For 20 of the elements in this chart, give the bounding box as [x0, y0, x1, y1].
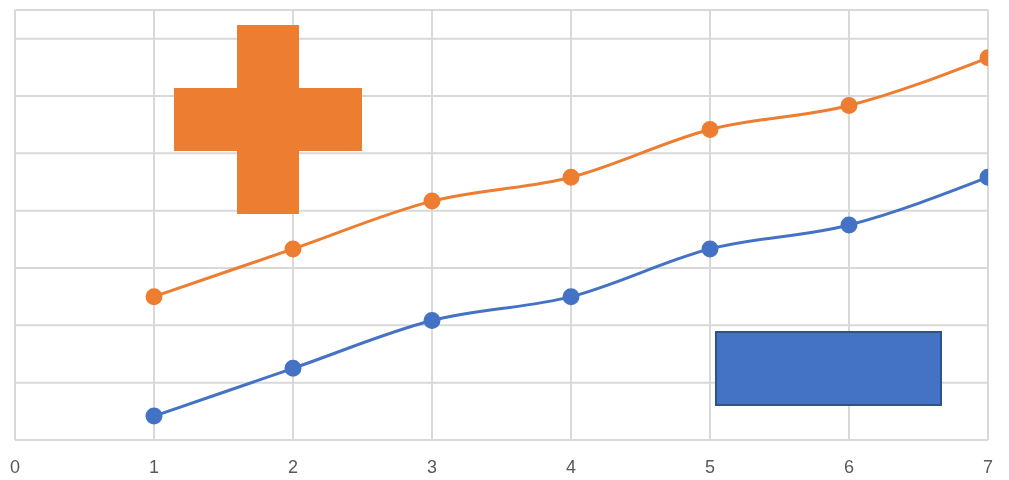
x-tick-label: 4 — [565, 456, 577, 477]
x-tick-label: 6 — [843, 456, 855, 477]
x-tick-label: 7 — [982, 456, 994, 477]
point — [562, 288, 580, 306]
x-tick-label: 0 — [9, 456, 21, 477]
point — [423, 312, 441, 330]
x-tick-label: 3 — [426, 456, 438, 477]
x-tick-label: 2 — [287, 456, 299, 477]
point — [423, 192, 441, 210]
point — [840, 216, 858, 234]
point — [284, 240, 302, 258]
point — [284, 359, 302, 377]
point — [701, 240, 719, 258]
point — [840, 97, 858, 115]
point — [701, 120, 719, 138]
point — [145, 288, 163, 306]
x-tick-label: 5 — [704, 456, 716, 477]
point — [562, 168, 580, 186]
point — [145, 407, 163, 425]
x-tick-label: 1 — [148, 456, 160, 477]
